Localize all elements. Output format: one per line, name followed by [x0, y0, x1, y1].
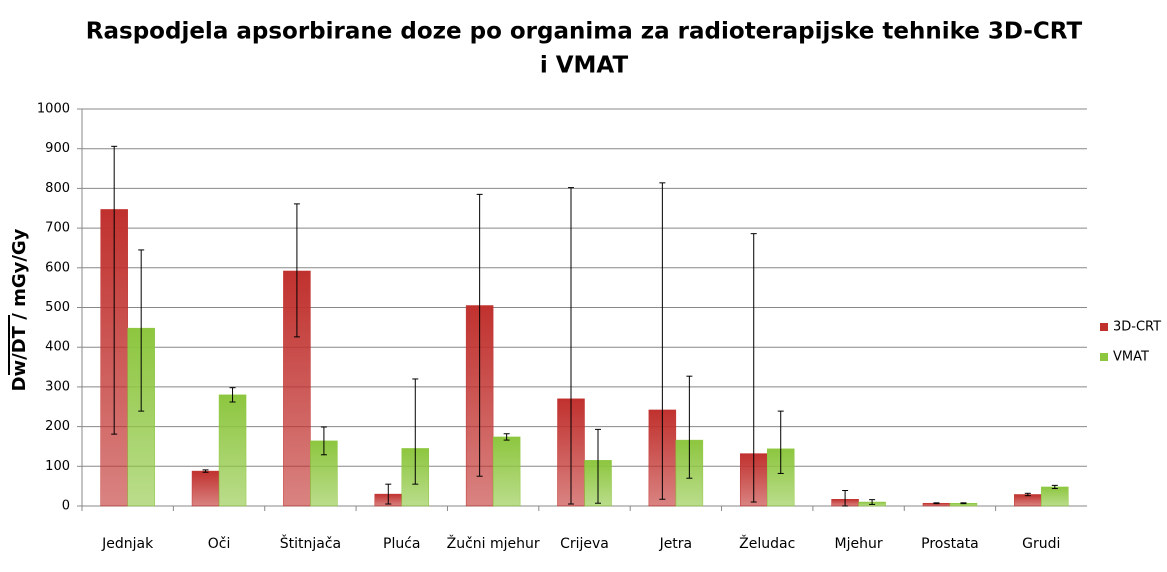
- legend-swatch: [1100, 353, 1108, 361]
- x-tick-label: Jednjak: [101, 536, 154, 552]
- y-tick-label: 500: [45, 300, 70, 315]
- x-tick-label: Crijeva: [560, 536, 609, 552]
- bar: [1041, 486, 1069, 507]
- x-tick-label: Žučni mjehur: [447, 534, 540, 552]
- x-tick-label: Grudi: [1022, 536, 1060, 552]
- bar: [492, 436, 521, 507]
- y-tick-label: 0: [62, 499, 70, 514]
- chart-title: i VMAT: [540, 53, 629, 79]
- x-tick-label: Oči: [208, 536, 231, 552]
- y-axis-label: Dw/DT / mGy/Gy: [9, 228, 30, 391]
- y-tick-label: 700: [45, 221, 70, 236]
- y-tick-label: 800: [45, 181, 70, 196]
- x-tick-label: Mjehur: [835, 536, 883, 552]
- legend-swatch: [1100, 323, 1108, 331]
- bar: [218, 394, 247, 507]
- x-tick-label: Jetra: [659, 536, 693, 552]
- bar: [191, 470, 220, 507]
- y-tick-label: 200: [45, 419, 70, 434]
- y-tick-label: 400: [45, 340, 70, 355]
- y-tick-label: 300: [45, 379, 70, 394]
- x-tick-label: Želudac: [739, 534, 795, 552]
- chart-title: Raspodjela apsorbirane doze po organima …: [86, 19, 1083, 45]
- legend-label: 3D-CRT: [1113, 320, 1161, 335]
- bar: [1014, 494, 1042, 507]
- x-tick-label: Pluća: [383, 536, 420, 552]
- x-tick-label: Prostata: [921, 536, 979, 552]
- y-tick-label: 100: [45, 459, 70, 474]
- y-tick-label: 1000: [37, 102, 70, 117]
- y-tick-label: 600: [45, 260, 70, 275]
- y-tick-label: 900: [45, 141, 70, 156]
- legend-label: VMAT: [1113, 350, 1149, 365]
- x-tick-label: Štitnjača: [280, 534, 341, 552]
